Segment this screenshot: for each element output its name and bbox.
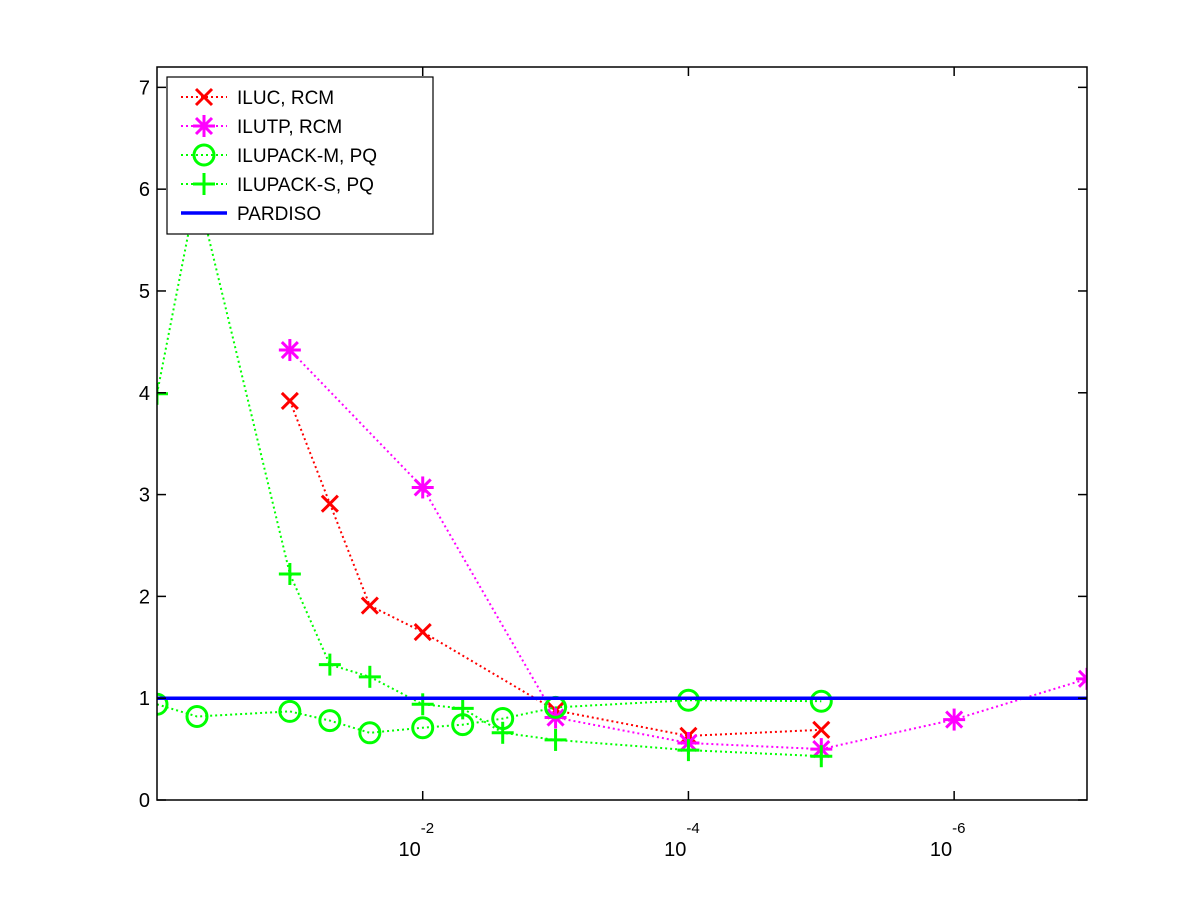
- legend-entry-ilutp-rcm: ILUTP, RCM: [181, 115, 342, 138]
- data-point-iluc-rcm-3: [413, 622, 432, 642]
- y-tick-label: 3: [139, 485, 150, 507]
- x-tick-label-exponent: -2: [421, 820, 434, 837]
- data-point-ilupack-s-pq-6: [451, 697, 474, 720]
- y-tick-label: 7: [139, 77, 150, 99]
- x-tick-label-base: 10: [930, 839, 952, 861]
- legend-label: PARDISO: [237, 204, 321, 225]
- data-point-ilupack-s-pq-0: [157, 382, 168, 405]
- data-point-ilutp-rcm-6: [1076, 667, 1087, 690]
- y-tick-label: 5: [139, 281, 150, 303]
- legend-label: ILUC, RCM: [237, 88, 334, 109]
- plot-frame: [156, 66, 1088, 801]
- legend-label: ILUPACK-S, PQ: [237, 175, 374, 196]
- legend-entry-ilupack-m-pq: ILUPACK-M, PQ: [181, 143, 377, 167]
- data-point-ilupack-s-pq-10: [810, 745, 833, 768]
- data-point-ilupack-m-pq-1: [185, 705, 209, 729]
- data-point-ilupack-s-pq-4: [358, 665, 381, 688]
- y-tick-label: 1: [139, 688, 150, 710]
- data-point-ilupack-m-pq-10: [809, 689, 833, 713]
- data-point-ilupack-s-pq-2: [278, 562, 301, 585]
- data-point-ilupack-m-pq-5: [411, 716, 435, 740]
- legend: ILUC, RCM ILUTP, RCM ILUPACK-M, PQ ILUPACK-…: [166, 76, 434, 235]
- data-point-ilupack-m-pq-4: [358, 721, 382, 745]
- data-point-iluc-rcm-0: [280, 391, 299, 410]
- y-tick-label: 0: [139, 790, 150, 812]
- data-point-ilupack-s-pq-3: [318, 653, 341, 676]
- legend-marker: [193, 115, 215, 137]
- data-point-iluc-rcm-6: [812, 720, 831, 739]
- data-point-ilupack-m-pq-3: [318, 709, 342, 733]
- series-line-ilupack-m-pq: [157, 699, 822, 734]
- legend-label: ILUPACK-M, PQ: [237, 146, 377, 167]
- data-point-ilupack-s-pq-9: [677, 739, 700, 762]
- legend-label: ILUTP, RCM: [237, 117, 342, 138]
- legend-marker: [194, 87, 214, 107]
- y-tick-label: 4: [139, 383, 150, 405]
- data-point-ilutp-rcm-1: [411, 476, 434, 499]
- x-tick-label-base: 10: [398, 839, 420, 861]
- data-point-ilutp-rcm-5: [943, 708, 966, 731]
- legend-entry-iluc-rcm: ILUC, RCM: [181, 87, 334, 109]
- data-point-iluc-rcm-1: [320, 494, 339, 513]
- data-point-iluc-rcm-2: [360, 596, 379, 615]
- data-point-ilupack-m-pq-0: [157, 692, 169, 716]
- data-point-ilutp-rcm-0: [278, 339, 301, 362]
- data-point-ilupack-s-pq-8: [544, 728, 567, 751]
- legend-entry-ilupack-s-pq: ILUPACK-S, PQ: [181, 173, 374, 196]
- legend-marker: [192, 143, 216, 167]
- legend-marker: [193, 173, 215, 195]
- data-point-ilupack-m-pq-2: [278, 699, 302, 723]
- y-tick-label: 6: [139, 179, 150, 201]
- x-tick-label-exponent: -6: [952, 820, 965, 837]
- data-point-ilupack-s-pq-7: [491, 721, 514, 744]
- series-ilupack-m-pq: [157, 688, 833, 745]
- series-layer: [157, 178, 1087, 768]
- x-tick-label-exponent: -4: [686, 820, 699, 837]
- y-tick-label: 2: [139, 586, 150, 608]
- legend-entry-pardiso: PARDISO: [181, 204, 321, 225]
- x-tick-label-base: 10: [664, 839, 686, 861]
- data-point-ilupack-m-pq-9: [676, 688, 700, 712]
